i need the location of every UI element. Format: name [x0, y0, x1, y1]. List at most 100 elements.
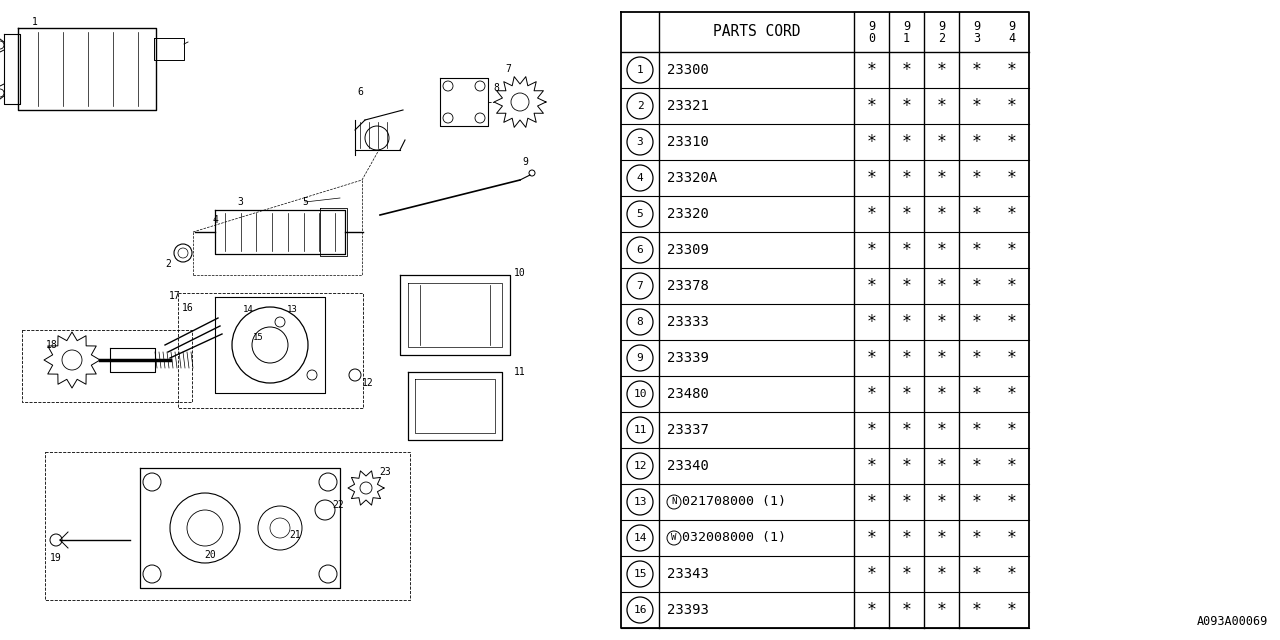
Text: *: *: [867, 385, 877, 403]
Text: *: *: [867, 169, 877, 187]
Text: 9: 9: [902, 20, 910, 33]
Text: *: *: [972, 169, 982, 187]
Text: *: *: [1006, 277, 1016, 295]
Text: *: *: [937, 457, 946, 475]
Text: 23378: 23378: [667, 279, 709, 293]
Text: 6: 6: [357, 87, 364, 97]
Text: *: *: [937, 97, 946, 115]
Text: *: *: [972, 421, 982, 439]
Text: 7: 7: [636, 281, 644, 291]
Text: *: *: [937, 169, 946, 187]
Text: 23333: 23333: [667, 315, 709, 329]
Text: 4: 4: [1007, 33, 1015, 45]
Text: *: *: [972, 529, 982, 547]
Text: *: *: [901, 133, 911, 151]
Text: *: *: [937, 493, 946, 511]
Text: *: *: [1006, 205, 1016, 223]
Text: *: *: [901, 61, 911, 79]
Text: 18: 18: [46, 340, 58, 350]
Text: *: *: [867, 205, 877, 223]
Text: 23310: 23310: [667, 135, 709, 149]
Text: 11: 11: [515, 367, 526, 377]
Text: *: *: [901, 241, 911, 259]
Text: *: *: [867, 61, 877, 79]
Text: 5: 5: [302, 197, 308, 207]
Text: 6: 6: [636, 245, 644, 255]
Text: 17: 17: [169, 291, 180, 301]
Text: *: *: [937, 241, 946, 259]
Text: 3: 3: [237, 197, 243, 207]
Text: *: *: [1006, 97, 1016, 115]
Text: *: *: [901, 205, 911, 223]
Text: *: *: [937, 61, 946, 79]
Text: 2: 2: [938, 33, 945, 45]
Text: *: *: [937, 421, 946, 439]
Text: *: *: [867, 601, 877, 619]
Text: *: *: [867, 457, 877, 475]
Text: *: *: [972, 133, 982, 151]
Text: 4: 4: [636, 173, 644, 183]
Text: *: *: [1006, 493, 1016, 511]
Text: 9: 9: [522, 157, 527, 167]
Text: *: *: [937, 601, 946, 619]
Text: 5: 5: [636, 209, 644, 219]
Text: 23: 23: [379, 467, 390, 477]
Text: *: *: [867, 493, 877, 511]
Text: *: *: [1006, 601, 1016, 619]
Text: *: *: [1006, 169, 1016, 187]
Text: 9: 9: [973, 20, 980, 33]
Text: 0: 0: [868, 33, 876, 45]
Text: *: *: [937, 385, 946, 403]
Text: 23339: 23339: [667, 351, 709, 365]
Text: *: *: [867, 133, 877, 151]
Text: 23321: 23321: [667, 99, 709, 113]
Text: 14: 14: [634, 533, 646, 543]
Text: *: *: [972, 313, 982, 331]
Text: *: *: [937, 313, 946, 331]
Text: *: *: [867, 421, 877, 439]
Text: 23309: 23309: [667, 243, 709, 257]
Text: *: *: [1006, 529, 1016, 547]
Text: W: W: [671, 534, 677, 543]
Text: 11: 11: [634, 425, 646, 435]
Text: *: *: [901, 385, 911, 403]
Text: *: *: [867, 529, 877, 547]
Text: 16: 16: [634, 605, 646, 615]
Text: 9: 9: [1007, 20, 1015, 33]
Text: 021708000 (1): 021708000 (1): [682, 495, 786, 509]
Text: *: *: [901, 97, 911, 115]
Text: 12: 12: [634, 461, 646, 471]
Text: 7: 7: [506, 64, 511, 74]
Text: 3: 3: [973, 33, 980, 45]
Text: *: *: [1006, 133, 1016, 151]
Text: 23480: 23480: [667, 387, 709, 401]
Text: *: *: [1006, 421, 1016, 439]
Text: 9: 9: [938, 20, 945, 33]
Text: 1: 1: [32, 17, 38, 27]
Text: *: *: [972, 565, 982, 583]
Text: *: *: [937, 133, 946, 151]
Text: 23337: 23337: [667, 423, 709, 437]
Text: *: *: [901, 457, 911, 475]
Text: 9: 9: [868, 20, 876, 33]
Text: 21: 21: [289, 530, 301, 540]
Text: *: *: [972, 457, 982, 475]
Text: 1: 1: [636, 65, 644, 75]
Text: *: *: [972, 493, 982, 511]
Text: *: *: [972, 277, 982, 295]
Text: *: *: [901, 277, 911, 295]
Text: *: *: [937, 205, 946, 223]
Text: *: *: [972, 241, 982, 259]
Text: *: *: [937, 529, 946, 547]
Text: 23320A: 23320A: [667, 171, 717, 185]
Text: 23300: 23300: [667, 63, 709, 77]
Text: 13: 13: [634, 497, 646, 507]
Text: *: *: [867, 277, 877, 295]
Text: *: *: [1006, 457, 1016, 475]
Text: 3: 3: [636, 137, 644, 147]
Text: 032008000 (1): 032008000 (1): [682, 531, 786, 545]
Text: 15: 15: [252, 333, 264, 342]
Text: *: *: [972, 97, 982, 115]
Text: *: *: [867, 97, 877, 115]
Text: *: *: [937, 349, 946, 367]
